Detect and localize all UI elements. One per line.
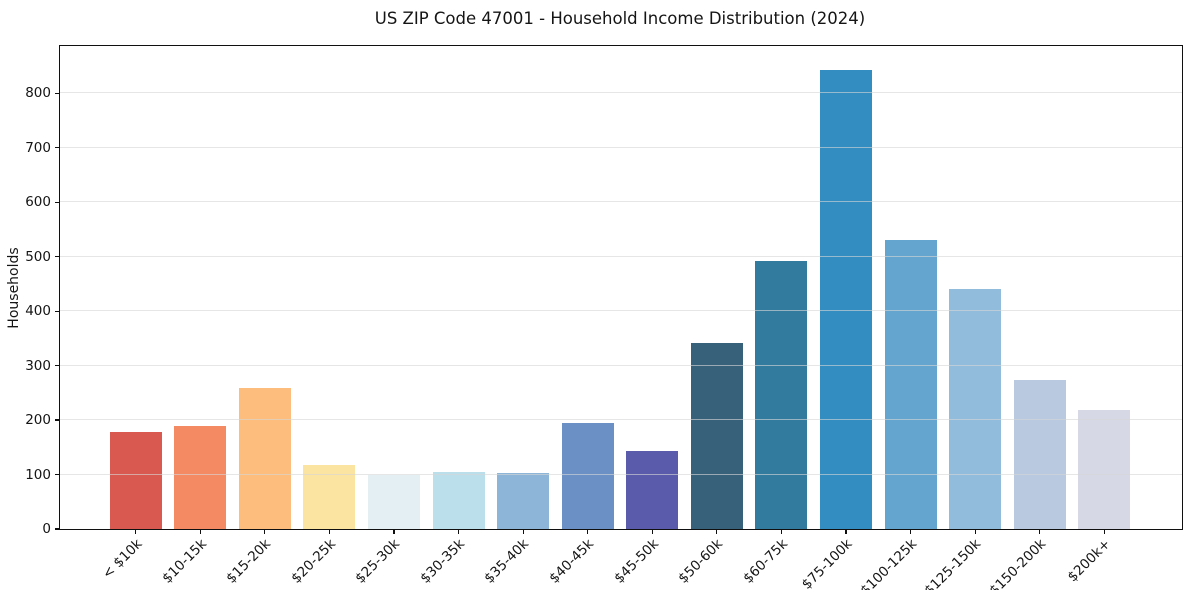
x-tick-label: $150-200k	[986, 536, 1050, 590]
x-tick-mark	[909, 529, 912, 534]
x-tick-label: $40-45k	[546, 536, 598, 587]
x-tick-mark	[1103, 529, 1105, 534]
gridline-y-100	[60, 473, 1182, 475]
bar-35-40k	[497, 473, 550, 529]
y-tick-label: 700	[25, 139, 51, 156]
bar-10k	[109, 432, 162, 529]
bar-200k	[1078, 409, 1131, 529]
x-tick-mark	[522, 529, 524, 534]
x-tick-mark	[780, 529, 782, 534]
y-tick-label: 800	[25, 85, 51, 102]
x-tick-label: $25-30k	[352, 536, 404, 587]
bar-15-20k	[238, 387, 291, 529]
x-tick-mark	[457, 529, 460, 534]
bar-75-100k	[819, 69, 872, 529]
x-tick-label: $60-75k	[740, 536, 791, 587]
y-tick-label: 500	[25, 248, 51, 265]
x-tick-mark	[845, 529, 847, 534]
y-tick-mark	[55, 419, 59, 421]
y-axis-label: Households	[6, 246, 22, 329]
y-tick-mark	[55, 92, 59, 94]
gridline-y-800	[60, 92, 1182, 94]
gridline-y-600	[60, 201, 1182, 203]
gridline-y-200	[60, 419, 1182, 421]
bar-25-30k	[367, 475, 420, 529]
x-tick-mark	[651, 529, 653, 534]
x-tick-mark	[974, 529, 976, 534]
bar-150-200k	[1013, 379, 1066, 529]
x-tick-mark	[587, 529, 589, 534]
y-tick-mark	[55, 528, 59, 530]
gridline-y-400	[60, 310, 1182, 312]
y-tick-mark	[55, 365, 59, 367]
x-tick-label: $100-125k	[857, 536, 920, 590]
y-tick-mark	[55, 310, 59, 312]
bar-30-35k	[432, 472, 485, 529]
x-tick-mark	[199, 529, 201, 534]
x-tick-label: $20-25k	[288, 536, 339, 587]
bar-50-60k	[690, 343, 743, 529]
y-tick-label: 100	[25, 466, 51, 483]
x-tick-label: $30-35k	[417, 536, 468, 587]
x-tick-label: $50-60k	[675, 536, 727, 587]
y-tick-mark	[55, 201, 59, 203]
x-tick-mark	[1039, 529, 1041, 534]
x-tick-mark	[716, 529, 718, 534]
y-tick-mark	[55, 147, 59, 149]
x-tick-label: $15-20k	[223, 536, 275, 587]
bar-45-50k	[626, 450, 679, 529]
y-tick-label: 300	[25, 357, 51, 374]
bar-20-25k	[303, 464, 356, 529]
bar-60-75k	[755, 260, 808, 529]
x-tick-mark	[264, 529, 266, 534]
x-tick-label: $45-50k	[610, 536, 662, 587]
x-tick-mark	[328, 529, 330, 534]
gridline-y-700	[60, 146, 1182, 148]
gridline-y-300	[60, 364, 1182, 366]
x-tick-label: $75-100k	[798, 536, 856, 590]
bar-10-15k	[174, 425, 227, 529]
bar-125-150k	[949, 288, 1002, 529]
x-tick-label: $200k+	[1064, 536, 1114, 586]
bar-40-45k	[561, 423, 614, 529]
y-tick-label: 0	[42, 521, 51, 537]
y-tick-label: 200	[25, 412, 51, 429]
chart-title: US ZIP Code 47001 - Household Income Dis…	[374, 9, 866, 28]
x-tick-label: $10-15k	[158, 536, 210, 587]
x-tick-label: $125-150k	[921, 536, 985, 590]
y-tick-mark	[55, 473, 59, 476]
x-tick-label: $35-40k	[481, 536, 533, 587]
x-tick-mark	[393, 529, 395, 534]
y-tick-label: 600	[25, 194, 51, 211]
plot-area: Households 0 100 200 300 400 500 600 700 800 < $1…	[6, 45, 1183, 590]
y-tick-mark	[55, 256, 59, 258]
x-tick-label: < $10k	[98, 536, 146, 583]
x-tick-mark	[135, 529, 137, 534]
gridline-y-500	[60, 255, 1182, 257]
y-tick-label: 400	[25, 303, 51, 320]
bar-100-125k	[884, 239, 937, 529]
